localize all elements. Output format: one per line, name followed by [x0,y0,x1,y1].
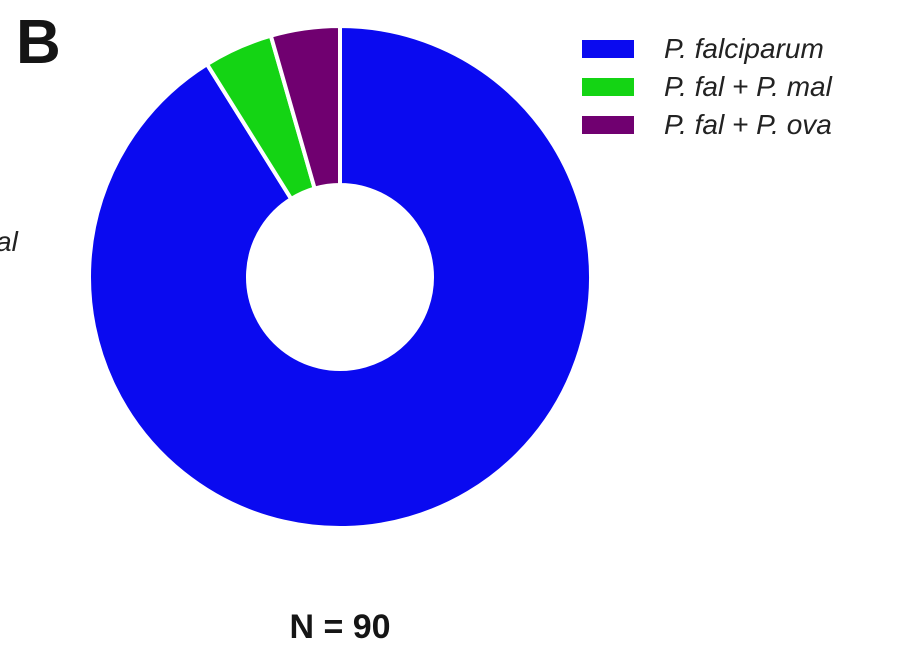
cropped-side-label: al [0,226,18,257]
donut-slices [87,24,593,530]
legend-swatch-p-falciparum [582,40,634,58]
legend-item-p-falciparum: P. falciparum [582,30,832,68]
sample-size-label: N = 90 [289,608,391,646]
legend-label-p-falciparum: P. falciparum [664,33,824,64]
chart-legend: P. falciparum P. fal + P. mal P. fal + P… [582,30,832,144]
donut-slice-p-falciparum [87,24,593,530]
legend-label-p-fal-p-ova: P. fal + P. ova [664,109,832,140]
legend-item-p-fal-p-mal: P. fal + P. mal [582,68,832,106]
donut-slice-p-fal-p-ova [268,24,342,191]
legend-swatch-p-fal-p-ova [582,116,634,134]
legend-item-p-fal-p-ova: P. fal + P. ova [582,106,832,144]
legend-label-p-fal-p-mal: P. fal + P. mal [664,71,832,102]
panel-letter: B [16,8,61,77]
legend-swatch-p-fal-p-mal [582,78,634,96]
